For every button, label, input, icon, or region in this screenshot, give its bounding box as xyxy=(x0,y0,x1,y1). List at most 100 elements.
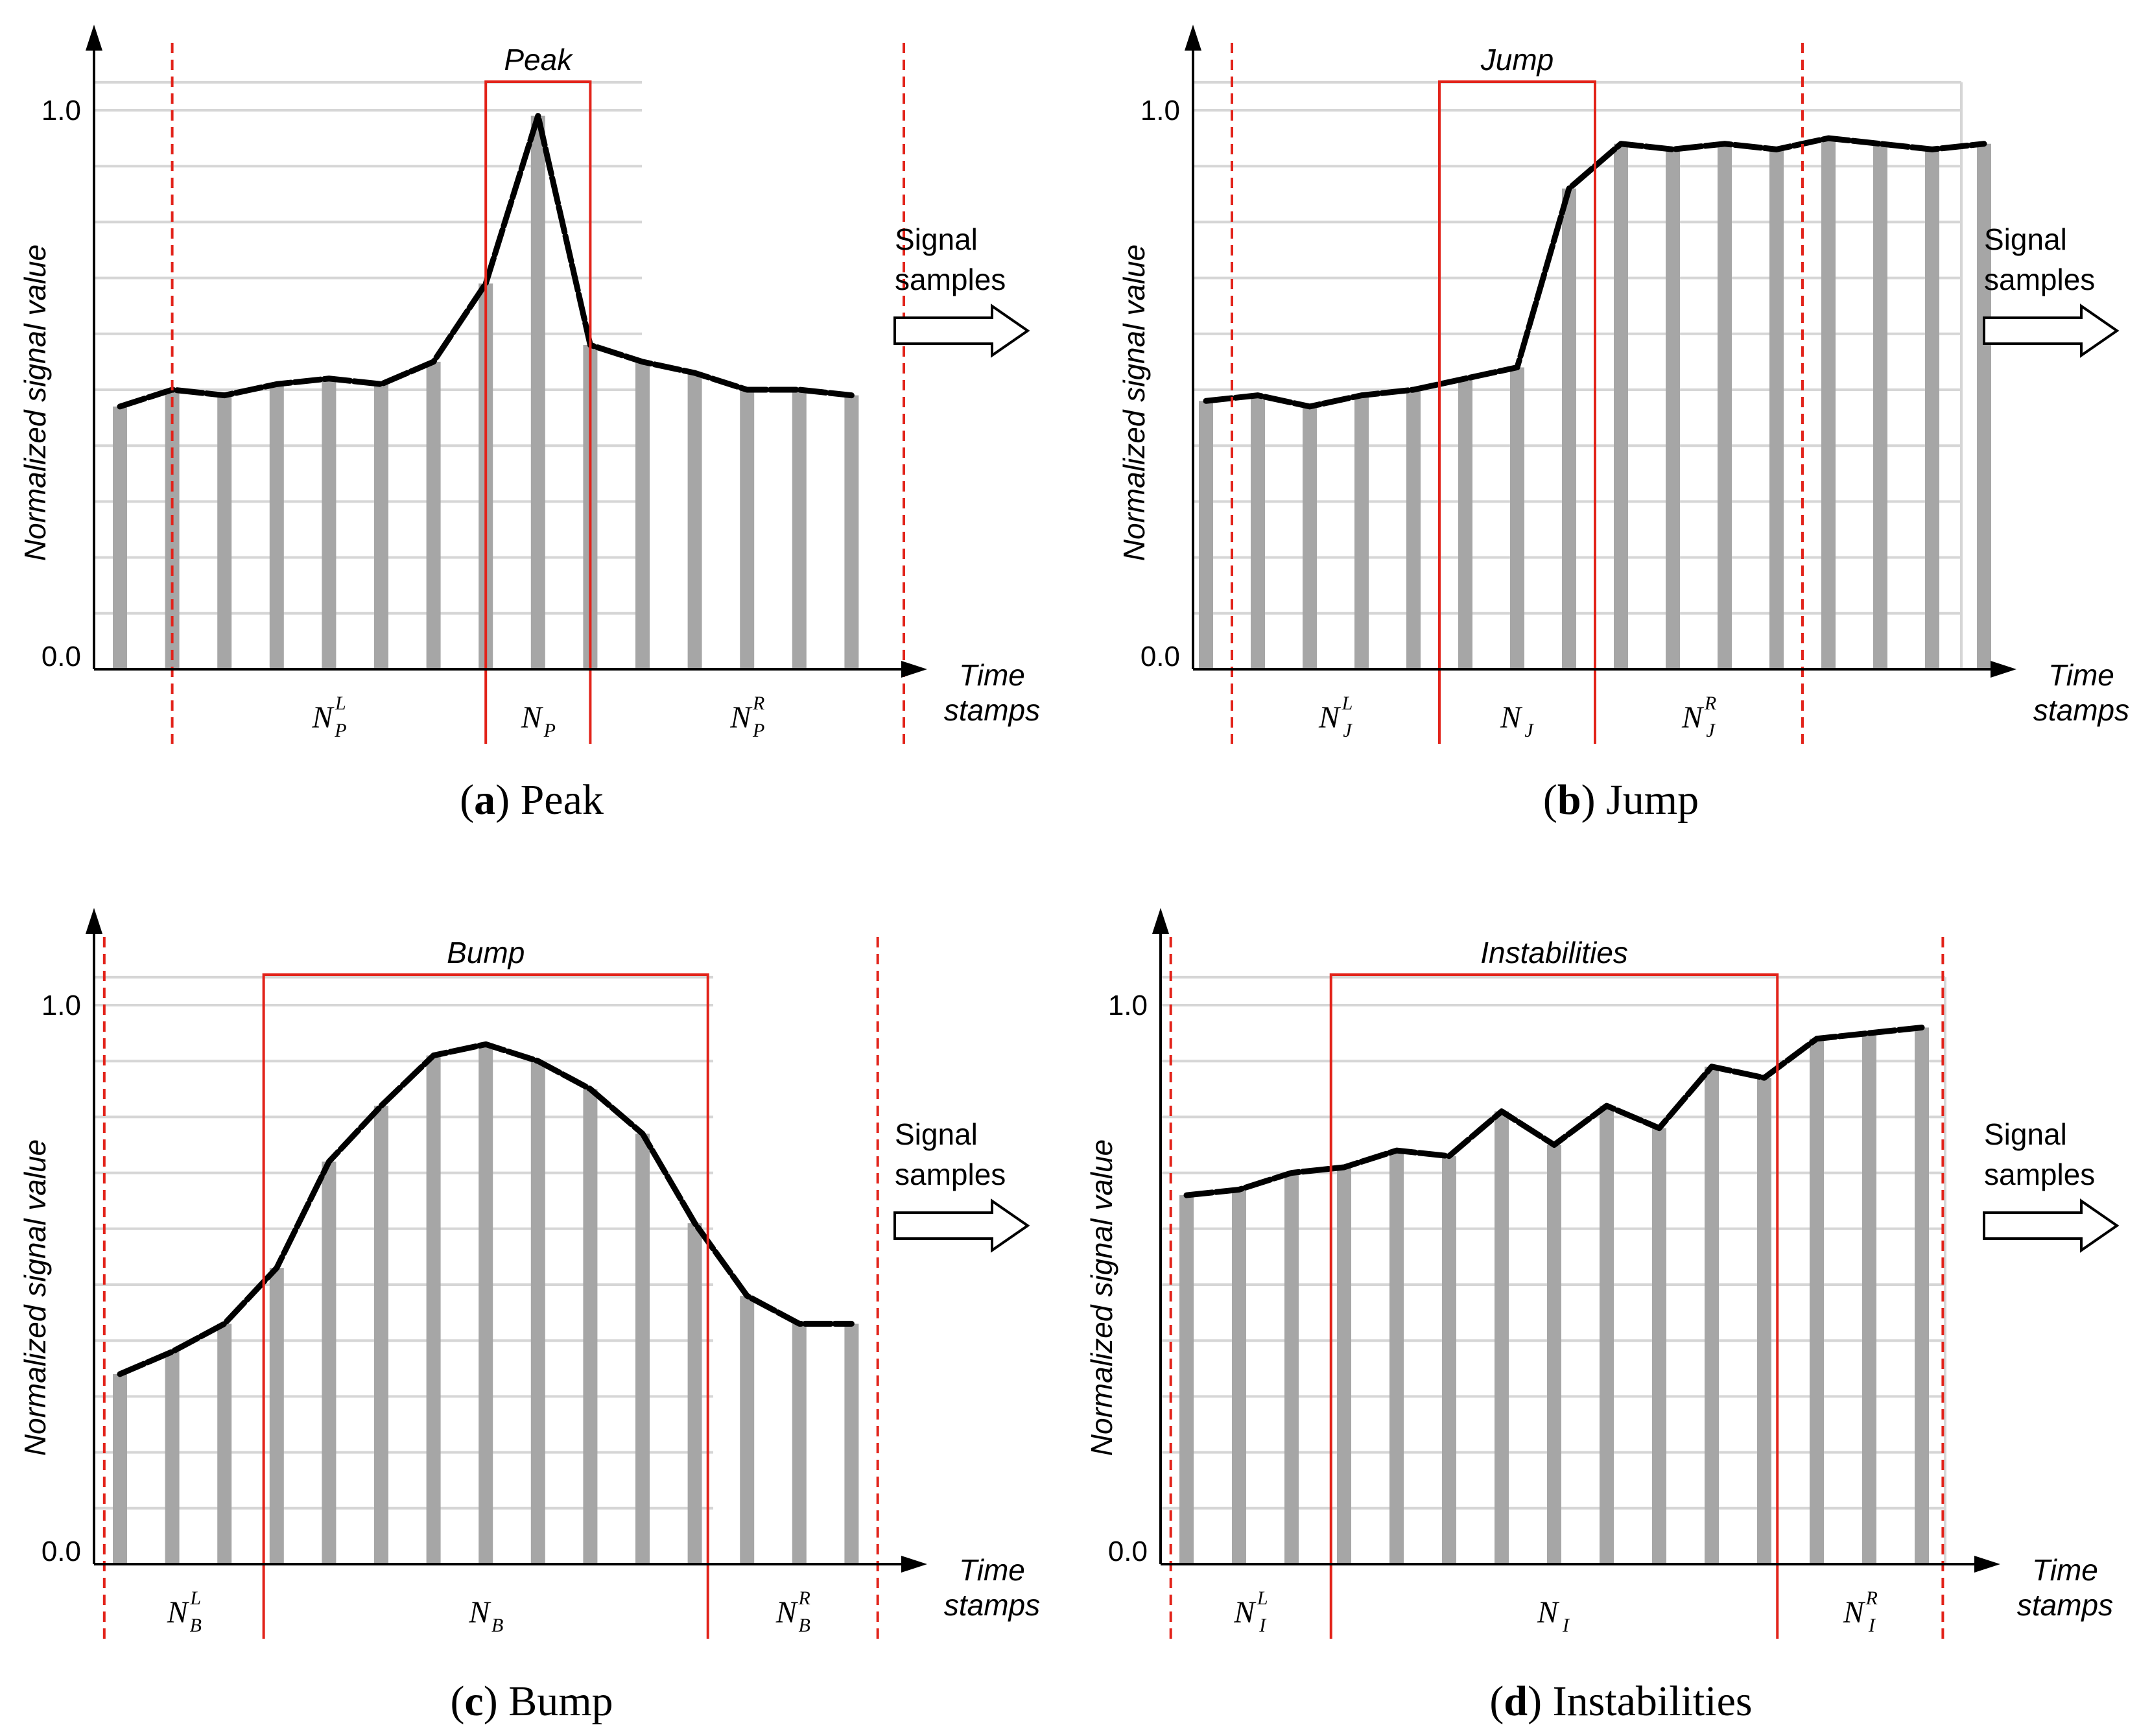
region-subscript: J xyxy=(1343,720,1353,741)
region-label: N xyxy=(729,700,753,735)
region-superscript: R xyxy=(1704,693,1716,714)
bar xyxy=(1666,149,1680,670)
bar xyxy=(1562,188,1576,669)
region-superscript: L xyxy=(1341,693,1353,714)
y-axis-arrow xyxy=(86,25,102,51)
signal-flow-arrow xyxy=(1983,1198,2120,1253)
caption-paren: ( xyxy=(1543,776,1557,824)
x-axis-label: Time stamps xyxy=(944,1553,1040,1622)
flow-label: Signal xyxy=(895,222,978,256)
bar xyxy=(1705,1066,1719,1564)
signal-flow-arrow xyxy=(893,1198,1030,1253)
bar xyxy=(1769,149,1784,670)
bar xyxy=(1389,1150,1404,1564)
y-tick-label: 0.0 xyxy=(1140,641,1180,672)
caption-letter: d xyxy=(1504,1678,1528,1725)
bar xyxy=(1757,1078,1771,1564)
signal-flow-arrow xyxy=(893,303,1030,358)
region-label: N xyxy=(1318,700,1341,735)
flow-label: Signal xyxy=(1984,1117,2067,1151)
x-axis-label: Time stamps xyxy=(2017,1553,2113,1622)
y-tick-label: 0.0 xyxy=(41,641,81,672)
x-axis-label-line: stamps xyxy=(944,1588,1040,1622)
region-label: N xyxy=(1681,700,1705,735)
flow-label: samples xyxy=(1984,1158,2095,1191)
bar xyxy=(1600,1106,1614,1564)
region-subscript: P xyxy=(334,720,346,741)
region-label: N xyxy=(521,700,544,735)
bar xyxy=(1303,406,1317,669)
bar xyxy=(322,378,337,669)
event-label: Jump xyxy=(1480,43,1554,77)
flow-label: samples xyxy=(895,1158,1006,1191)
region-subscript: P xyxy=(752,720,764,741)
caption-text: Peak xyxy=(521,776,604,824)
bar xyxy=(217,1324,232,1564)
region-superscript: R xyxy=(798,1587,810,1609)
signal-flow-arrow xyxy=(1983,303,2120,358)
bar xyxy=(1547,1145,1561,1564)
bar xyxy=(1232,1189,1246,1564)
region-subscript: B xyxy=(190,1615,202,1636)
bar xyxy=(792,390,807,669)
caption-paren: ) xyxy=(1528,1678,1552,1725)
y-tick-label: 1.0 xyxy=(1140,95,1180,126)
panel-caption: (b) Jump xyxy=(1543,776,1699,824)
y-axis-arrow xyxy=(86,908,102,934)
bar xyxy=(1199,401,1213,669)
region-superscript: L xyxy=(1257,1587,1268,1609)
caption-paren: ( xyxy=(1489,1678,1504,1725)
bar xyxy=(740,1296,755,1564)
bar xyxy=(740,390,755,669)
bar xyxy=(1810,1038,1824,1564)
y-axis-label: Normalized signal value xyxy=(1085,1139,1118,1456)
region-label: N xyxy=(1843,1595,1866,1630)
caption-paren: ( xyxy=(450,1678,464,1725)
bar xyxy=(374,384,388,669)
x-axis-label-line: stamps xyxy=(944,693,1040,727)
bar xyxy=(1652,1128,1666,1564)
flow-label: samples xyxy=(1984,263,2095,296)
bar xyxy=(322,1161,337,1564)
bar xyxy=(1179,1195,1194,1564)
region-subscript: J xyxy=(1524,720,1534,741)
bar xyxy=(426,361,441,669)
series-line xyxy=(117,1041,855,1377)
y-axis-arrow xyxy=(1185,25,1201,51)
region-label: N xyxy=(468,1595,491,1630)
caption-paren: ) xyxy=(1581,776,1606,824)
chart-panel-a: Peak 0.0 1.0 Normalized signal value Time sta… xyxy=(18,25,1040,824)
region-subscript: B xyxy=(491,1615,503,1636)
caption-text: Bump xyxy=(508,1678,613,1725)
x-axis-arrow xyxy=(1991,661,2016,678)
bar xyxy=(687,1223,702,1564)
y-axis-label: Normalized signal value xyxy=(1117,244,1151,561)
region-label: N xyxy=(311,700,335,735)
region-subscript: I xyxy=(1868,1615,1876,1636)
region-subscript: I xyxy=(1562,1615,1570,1636)
bar xyxy=(113,1373,127,1564)
caption-letter: c xyxy=(464,1678,483,1725)
region-label: N xyxy=(1537,1595,1560,1630)
x-axis-label: Time stamps xyxy=(2033,658,2129,727)
bar xyxy=(1718,143,1732,670)
bar xyxy=(1337,1167,1351,1564)
chart-panel-c: Bump 0.0 1.0 Normalized signal value Time sta… xyxy=(18,908,1040,1725)
bar xyxy=(530,1061,545,1564)
region-label: N xyxy=(167,1595,190,1630)
caption-paren: ) xyxy=(484,1678,508,1725)
caption-letter: a xyxy=(474,776,495,824)
bar xyxy=(792,1324,807,1564)
bar xyxy=(1915,1027,1929,1564)
region-subscript: B xyxy=(799,1615,810,1636)
bar xyxy=(269,384,284,669)
region-superscript: L xyxy=(189,1587,201,1609)
x-axis-label: Time stamps xyxy=(944,658,1040,727)
bar xyxy=(217,395,232,669)
bar xyxy=(530,115,545,669)
x-axis-label-line: Time xyxy=(2032,1553,2098,1587)
event-box xyxy=(1438,80,1596,744)
bar xyxy=(1354,395,1369,669)
bar xyxy=(1495,1111,1509,1564)
y-tick-label: 1.0 xyxy=(41,990,81,1021)
